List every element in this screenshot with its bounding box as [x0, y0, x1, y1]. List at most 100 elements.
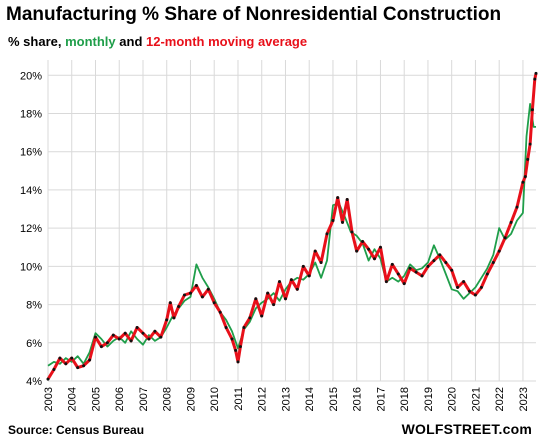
data-point-moving-average [530, 108, 534, 112]
x-tick-label: 2022 [494, 387, 506, 411]
series-layer [46, 71, 538, 381]
x-tick-label: 2006 [114, 387, 126, 411]
subtitle-part-1: % share, [8, 34, 66, 49]
data-point-moving-average [159, 335, 163, 339]
x-tick-label: 2020 [447, 387, 459, 411]
data-point-moving-average [234, 348, 238, 352]
data-point-moving-average [515, 205, 519, 209]
data-point-moving-average [52, 368, 56, 371]
data-point-moving-average [307, 274, 311, 278]
data-point-moving-average [438, 253, 442, 257]
subtitle-part-3: and [115, 34, 146, 49]
data-point-moving-average [212, 301, 216, 305]
x-tick-label: 2011 [233, 387, 245, 411]
data-point-moving-average [129, 339, 133, 343]
x-tick-label: 2021 [470, 387, 482, 411]
source-note: Source: Census Bureau [8, 423, 145, 437]
y-tick-label: 8% [26, 300, 42, 312]
data-point-moving-average [218, 310, 222, 314]
data-point-moving-average [295, 287, 299, 291]
data-point-moving-average [58, 356, 62, 360]
data-point-moving-average [497, 249, 501, 253]
data-point-moving-average [491, 261, 495, 264]
brand-logo-text: WOLFSTREET.com [401, 421, 532, 437]
subtitle-monthly-label: monthly [65, 34, 116, 49]
x-tick-label: 2017 [375, 387, 387, 411]
data-point-moving-average [289, 278, 293, 282]
data-point-moving-average [111, 333, 115, 337]
data-point-moving-average [230, 337, 234, 341]
y-tick-label: 10% [20, 261, 42, 273]
y-tick-label: 16% [20, 147, 42, 159]
data-point-moving-average [135, 326, 139, 329]
data-point-moving-average [248, 316, 252, 320]
data-point-moving-average [485, 272, 489, 276]
y-tick-label: 6% [26, 338, 42, 350]
data-point-moving-average [473, 293, 477, 297]
data-point-moving-average [147, 337, 151, 341]
data-point-moving-average [390, 262, 394, 266]
x-tick-label: 2010 [209, 387, 221, 411]
data-point-moving-average [94, 335, 97, 339]
data-point-moving-average [272, 303, 276, 307]
chart-title: Manufacturing % Share of Nonresidential … [6, 4, 502, 25]
data-point-moving-average [350, 230, 354, 234]
data-point-moving-average [331, 219, 335, 222]
data-point-moving-average [336, 196, 340, 200]
data-point-moving-average [523, 175, 527, 179]
x-tick-label: 2015 [328, 387, 340, 411]
data-point-moving-average [462, 280, 466, 284]
data-point-moving-average [141, 331, 145, 335]
data-point-moving-average [396, 272, 400, 276]
x-tick-label: 2014 [304, 387, 316, 411]
data-point-moving-average [450, 268, 454, 272]
data-point-moving-average [46, 377, 50, 381]
x-tick-label: 2016 [352, 387, 364, 411]
data-point-moving-average [479, 285, 483, 289]
data-point-moving-average [105, 341, 109, 345]
data-point-moving-average [88, 358, 92, 362]
data-point-moving-average [168, 301, 172, 305]
series-line-monthly [47, 103, 536, 367]
data-point-moving-average [260, 314, 264, 318]
x-tick-label: 2007 [138, 387, 150, 411]
data-point-moving-average [521, 180, 525, 184]
x-tick-label: 2019 [423, 387, 435, 411]
data-point-moving-average [534, 71, 538, 75]
data-point-moving-average [345, 198, 349, 201]
data-point-moving-average [224, 326, 228, 329]
data-point-moving-average [444, 261, 448, 264]
y-tick-label: 12% [20, 223, 42, 235]
data-point-moving-average [355, 249, 359, 253]
data-point-moving-average [414, 270, 418, 274]
data-point-moving-average [341, 220, 344, 224]
data-point-moving-average [165, 318, 169, 322]
x-tick-label: 2013 [280, 387, 292, 411]
data-point-moving-average [503, 236, 507, 240]
data-point-moving-average [319, 261, 323, 264]
y-tick-label: 20% [20, 70, 42, 82]
data-point-moving-average [432, 259, 436, 263]
data-point-moving-average [82, 364, 86, 368]
data-point-moving-average [99, 345, 103, 349]
data-point-moving-average [183, 293, 186, 297]
data-point-moving-average [526, 157, 530, 161]
series-line-moving-average [46, 73, 538, 380]
data-point-moving-average [301, 264, 305, 268]
data-point-moving-average [509, 220, 513, 224]
data-point-moving-average [254, 297, 258, 301]
data-point-moving-average [379, 245, 382, 249]
data-point-moving-average [64, 362, 68, 366]
y-axis-ticks: 4% 6% 8% 10% 12% 14% 16% 18% 20% [20, 70, 42, 388]
data-point-moving-average [194, 284, 198, 287]
data-point-moving-average [313, 249, 317, 253]
data-point-moving-average [76, 366, 80, 370]
data-point-moving-average [200, 295, 204, 299]
data-point-moving-average [206, 287, 210, 291]
data-point-moving-average [408, 266, 412, 270]
data-point-moving-average [384, 280, 388, 284]
data-point-moving-average [153, 329, 157, 333]
y-tick-label: 4% [26, 376, 42, 388]
data-point-moving-average [177, 305, 181, 308]
